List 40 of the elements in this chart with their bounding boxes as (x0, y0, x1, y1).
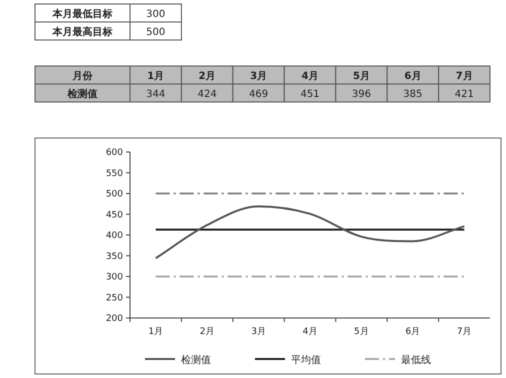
category-label: 5月 (352, 71, 370, 82)
category-label: 6月 (404, 71, 422, 82)
data-label: 396 (352, 89, 371, 100)
text: 300 (146, 9, 166, 20)
y-tick-label: 200 (106, 314, 124, 324)
data-label: 424 (198, 89, 217, 100)
y-tick-label: 300 (106, 272, 124, 282)
data-label: 344 (146, 89, 166, 100)
legend-label: 平均值 (291, 354, 321, 366)
legend-label: 检测值 (181, 354, 211, 366)
data-label: 421 (454, 89, 474, 100)
y-tick-label: 550 (106, 168, 124, 179)
x-tick-label: 6月 (405, 327, 420, 337)
text: 检测值 (68, 89, 98, 100)
category-label: 1月 (147, 71, 164, 82)
data-label: 469 (249, 89, 268, 100)
category-label: 4月 (302, 71, 318, 82)
x-tick-label: 3月 (251, 327, 266, 337)
text: 本月最高目标 (52, 27, 112, 38)
y-tick-label: 500 (106, 190, 124, 200)
legend-label: 最低线 (401, 354, 431, 366)
data-label: 385 (403, 89, 422, 100)
x-tick-label: 2月 (200, 327, 215, 337)
y-tick-label: 350 (106, 252, 124, 262)
text: 月份 (72, 71, 92, 82)
line-series (154, 205, 466, 260)
category-label: 2月 (198, 71, 216, 82)
text: 500 (146, 27, 166, 38)
y-tick-label: 600 (106, 148, 124, 158)
y-tick-label: 250 (106, 293, 124, 304)
x-tick-label: 7月 (456, 327, 472, 337)
y-tick-label: 450 (106, 210, 124, 220)
category-label: 3月 (250, 71, 268, 82)
y-tick-label: 400 (106, 231, 124, 241)
x-tick-label: 5月 (354, 327, 369, 337)
data-label: 451 (300, 89, 320, 100)
x-tick-label: 1月 (148, 327, 164, 337)
x-tick-label: 4月 (302, 327, 318, 337)
category-label: 7月 (456, 71, 473, 82)
text: 本月最低目标 (52, 9, 112, 20)
